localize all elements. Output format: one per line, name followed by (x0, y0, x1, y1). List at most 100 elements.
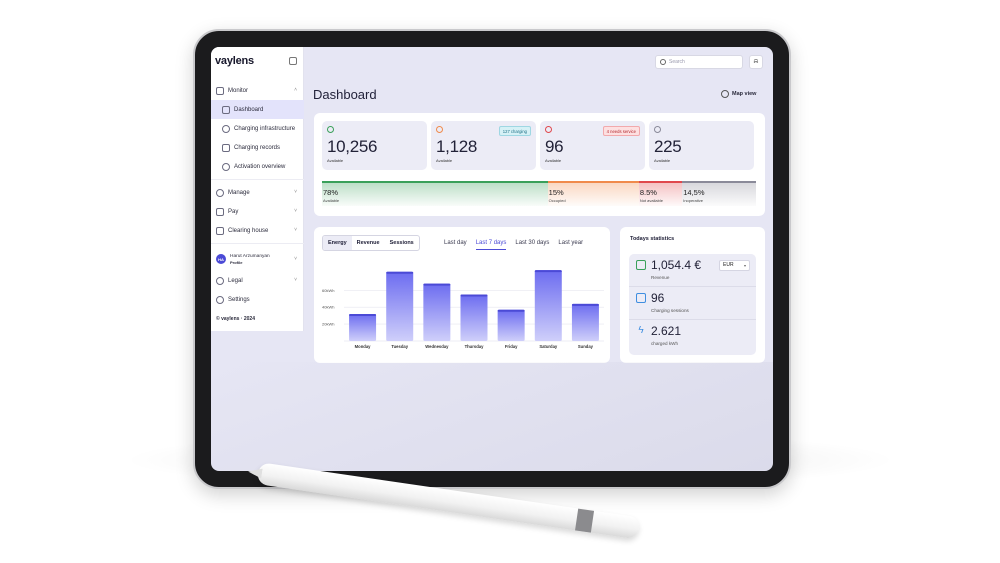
chart-bar-cap (349, 313, 377, 316)
revenue-value: 1,054.4 € (651, 258, 702, 272)
x-tick-label: Wednesday (425, 344, 449, 349)
sidebar-item-monitor[interactable]: Monitor ˄ (211, 81, 304, 100)
bell-icon[interactable]: ⍾ (749, 55, 763, 69)
stat-tile-charging[interactable]: 127 charging 1,128 Available (431, 121, 536, 170)
distribution-segment: 15% Occupied (547, 181, 639, 206)
distribution-label: Available (323, 198, 340, 203)
chart-bar[interactable] (386, 271, 414, 341)
distribution-segment: 8.5% Not available (638, 181, 683, 206)
distribution-label: Not available (639, 198, 663, 203)
distribution-percent: 15% (548, 188, 564, 197)
chevron-down-icon: ˅ (294, 208, 297, 214)
stat-value: 225 (654, 137, 682, 156)
pay-icon (216, 207, 224, 216)
manage-icon (216, 188, 224, 197)
chevron-down-icon: ˅ (294, 277, 297, 283)
stat-tile-service[interactable]: 4 needs service 96 Available (540, 121, 645, 170)
sidebar-item-label: Activation overview (234, 163, 286, 170)
chart-bar-cap (497, 309, 525, 312)
distribution-percent: 78% (323, 188, 339, 197)
chevron-down-icon: ˅ (294, 189, 297, 195)
y-tick-label: 40kWh (322, 305, 334, 310)
metric-tabs: Energy Revenue Sessions (322, 235, 420, 251)
sidebar-item-label: Manage (228, 189, 250, 196)
currency-value: EUR (723, 262, 734, 268)
clearing-house-icon (216, 226, 224, 235)
range-last-7-days[interactable]: Last 7 days (475, 240, 507, 250)
y-tick-label: 20kWh (322, 322, 334, 327)
sidebar-item-charging-infrastructure[interactable]: Charging infrastructure (211, 119, 304, 138)
legal-icon (216, 276, 224, 285)
distribution-segment: 14,5% Inoperative (682, 181, 756, 206)
status-badge: 4 needs service (602, 126, 640, 136)
sidebar-item-pay[interactable]: Pay ˅ (211, 202, 304, 221)
chevron-down-icon: ▾ (743, 263, 746, 268)
sidebar-item-activation-overview[interactable]: Activation overview (211, 157, 304, 176)
kwh-row: ϟ 2.621 charged kWh (629, 320, 756, 353)
profile-menu[interactable]: HA Harut Arzumanyan Profile ˅ (211, 247, 304, 271)
lightning-icon: ϟ (638, 325, 644, 336)
status-distribution-bar: 78% Available 15% Occupied 8.5% Not available… (322, 181, 756, 206)
map-view-button[interactable]: Map view (721, 90, 756, 98)
sidebar-item-charging-records[interactable]: Charging records (211, 138, 304, 157)
search-input[interactable]: Search (655, 55, 743, 69)
x-tick-label: Sunday (578, 344, 594, 349)
search-icon (660, 59, 666, 65)
sidebar-item-manage[interactable]: Manage ˅ (211, 183, 304, 202)
error-icon (545, 126, 552, 133)
stat-value: 10,256 (327, 137, 378, 156)
stat-value: 96 (545, 137, 564, 156)
pencil-band (575, 508, 595, 533)
x-tick-label: Thursday (465, 344, 485, 349)
sidebar-item-label: Pay (228, 208, 239, 215)
revenue-label: Revenue (651, 275, 670, 280)
monitor-icon (216, 86, 224, 95)
shield-check-icon (327, 126, 334, 133)
tab-energy[interactable]: Energy (323, 236, 352, 250)
chart-bar[interactable] (534, 270, 562, 341)
chart-bar[interactable] (349, 313, 377, 341)
revenue-row: 1,054.4 € Revenue EUR ▾ (629, 254, 756, 287)
chart-bar[interactable] (423, 283, 451, 341)
distribution-label: Occupied (548, 198, 566, 203)
chart-bar[interactable] (460, 294, 488, 341)
info-icon (654, 126, 661, 133)
records-icon (222, 143, 230, 152)
page-title: Dashboard (313, 87, 377, 102)
sidebar-item-settings[interactable]: Settings (211, 290, 304, 309)
sessions-label: Charging sessions (651, 308, 689, 313)
card-title: Todays statistics (630, 236, 675, 242)
chart-bar[interactable] (497, 309, 525, 341)
dashboard-icon (222, 105, 230, 114)
bar-chart-icon (636, 293, 646, 303)
sidebar-item-label: Charging infrastructure (234, 125, 296, 132)
chart-bar[interactable] (571, 303, 599, 341)
sidebar-item-legal[interactable]: Legal ˅ (211, 271, 304, 290)
energy-bar-chart: 20kWh 40kWh 60kWh Monday Tuesday Wednesday Thu… (322, 270, 604, 349)
sidebar-item-clearing-house[interactable]: Clearing house ˅ (211, 221, 304, 240)
divider (211, 243, 304, 244)
stat-tile-available[interactable]: 10,256 Available (322, 121, 427, 170)
sidebar-item-label: Settings (228, 296, 250, 303)
x-tick-label: Saturday (539, 344, 558, 349)
x-tick-label: Friday (505, 344, 518, 349)
distribution-label: Inoperative (683, 198, 704, 203)
sidebar-item-dashboard[interactable]: Dashboard (211, 100, 304, 119)
range-last-30-days[interactable]: Last 30 days (515, 240, 550, 246)
tab-revenue[interactable]: Revenue (356, 240, 380, 246)
collapse-sidebar-icon[interactable] (289, 57, 297, 65)
range-last-year[interactable]: Last year (558, 240, 584, 246)
currency-select[interactable]: EUR ▾ (719, 260, 750, 271)
trend-up-icon (636, 260, 646, 270)
stat-value: 1,128 (436, 137, 478, 156)
y-tick-label: 60kWh (322, 288, 334, 293)
map-view-label: Map view (732, 91, 757, 97)
sessions-value: 96 (651, 291, 665, 305)
sidebar-item-label: Charging records (234, 144, 281, 151)
sessions-row: 96 Charging sessions (629, 287, 756, 320)
profile-text: Harut Arzumanyan Profile (230, 254, 270, 265)
today-statistics-card: Todays statistics 1,054.4 € Revenue EUR … (620, 227, 765, 363)
range-last-day[interactable]: Last day (444, 240, 467, 246)
stat-tile-inoperative[interactable]: 225 Available (649, 121, 754, 170)
tab-sessions[interactable]: Sessions (389, 240, 414, 246)
